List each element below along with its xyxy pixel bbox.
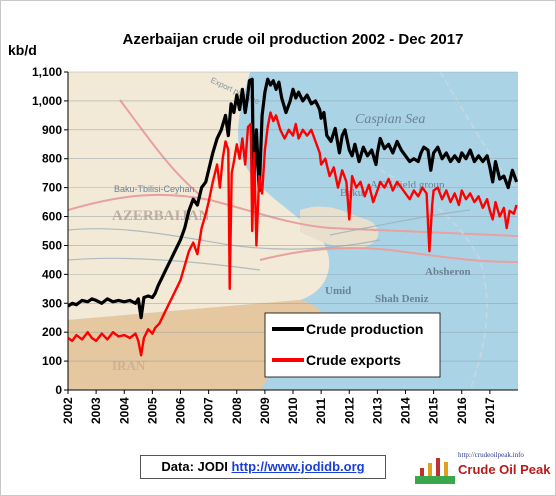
map-label-iran: IRAN [112, 358, 146, 373]
y-tick-label: 1,100 [32, 65, 62, 79]
y-tick-label: 1,000 [32, 94, 62, 108]
x-tick-label: 2008 [230, 397, 244, 424]
x-tick-label: 2006 [174, 397, 188, 424]
map-label-umid: Umid [325, 285, 351, 297]
y-tick-label: 700 [42, 181, 62, 195]
oil-pump-icon [415, 458, 455, 484]
y-tick-label: 200 [42, 325, 62, 339]
x-tick-label: 2005 [145, 397, 159, 424]
x-tick-label: 2013 [370, 397, 384, 424]
x-tick-label: 2010 [286, 397, 300, 424]
legend-box [264, 312, 441, 378]
legend: Crude production Crude exports [264, 312, 441, 378]
crude-oil-peak-logo[interactable]: http://crudeoilpeak.info Crude Oil Peak [414, 449, 550, 487]
logo-name: Crude Oil Peak [458, 462, 551, 477]
x-tick-label: 2003 [89, 397, 103, 424]
x-tick-label: 2012 [342, 397, 356, 424]
x-tick-label: 2009 [258, 397, 272, 424]
y-tick-label: 900 [42, 123, 62, 137]
map-label-absheron: Absheron [425, 266, 471, 278]
y-tick-label: 800 [42, 152, 62, 166]
y-tick-label: 600 [42, 210, 62, 224]
source-link[interactable]: http://www.jodidb.org [231, 459, 365, 474]
series-group [68, 77, 518, 357]
x-tick-label: 2016 [455, 397, 469, 424]
map-label-shah-deniz: Shah Deniz [375, 293, 429, 305]
x-tick-label: 2017 [483, 397, 497, 424]
source-prefix: Data: JODI [161, 459, 228, 474]
y-tick-label: 0 [55, 383, 62, 397]
y-axis-label: kb/d [8, 42, 37, 58]
legend-label-exports: Crude exports [306, 352, 401, 368]
logo-url: http://crudeoilpeak.info [458, 451, 524, 459]
x-tick-label: 2004 [117, 397, 131, 424]
map-label-btc-pipeline: Baku-Tbilisi-Ceyhan [114, 184, 195, 194]
x-tick-label: 2002 [61, 397, 75, 424]
source-box: Data: JODI http://www.jodidb.org [140, 455, 386, 479]
map-label-azerbaijan: AZERBAIJAN [112, 208, 210, 224]
legend-label-production: Crude production [306, 321, 423, 337]
x-tick-label: 2007 [202, 397, 216, 424]
y-tick-label: 400 [42, 267, 62, 281]
y-tick-label: 500 [42, 238, 62, 252]
series-line-exports [68, 111, 518, 357]
series-line-production [68, 77, 518, 320]
chart-title: Azerbaijan crude oil production 2002 - D… [123, 31, 464, 48]
map-label-caspian-sea: Caspian Sea [355, 112, 425, 127]
y-tick-label: 100 [42, 354, 62, 368]
x-tick-label: 2014 [399, 397, 413, 424]
x-tick-label: 2011 [314, 398, 328, 424]
y-tick-label: 300 [42, 296, 62, 310]
x-tick-label: 2015 [427, 397, 441, 424]
